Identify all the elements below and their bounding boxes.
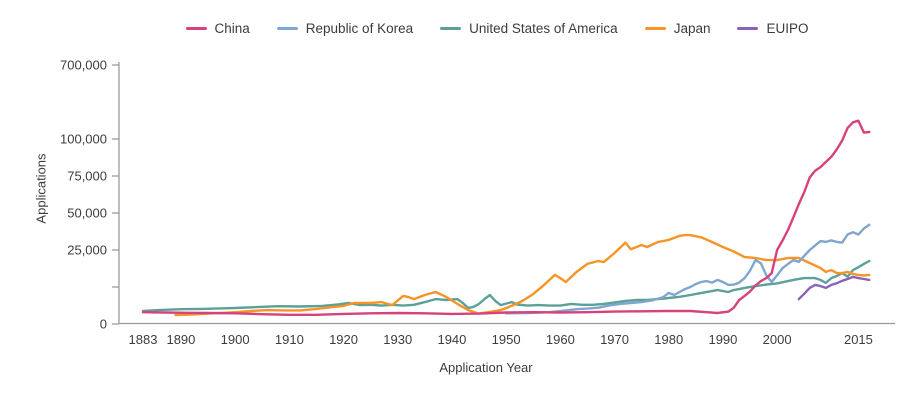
y-tick-label: 100,000 xyxy=(60,132,107,147)
y-axis-title: Applications xyxy=(33,153,49,224)
legend-line-swatch-icon xyxy=(737,27,759,30)
x-tick-label: 2000 xyxy=(763,332,792,347)
legend-item-republic-of-korea[interactable]: Republic of Korea xyxy=(276,21,414,36)
legend-line-swatch-icon xyxy=(185,27,207,30)
series-line-united-states-of-america xyxy=(141,259,871,313)
legend-label: United States of America xyxy=(469,21,618,36)
x-axis-title: Application Year xyxy=(439,360,533,375)
legend-line-swatch-icon xyxy=(276,27,298,30)
x-tick-label: 1950 xyxy=(492,332,521,347)
legend-label: Republic of Korea xyxy=(305,21,414,36)
series-line-euipo xyxy=(797,275,871,301)
x-tick-label: 1980 xyxy=(654,332,683,347)
legend-item-euipo[interactable]: EUIPO xyxy=(737,21,809,36)
x-tick-label: 1960 xyxy=(546,332,575,347)
y-tick-label: 25,000 xyxy=(67,243,107,258)
legend-line-swatch-icon xyxy=(440,27,462,30)
legend-label: China xyxy=(214,21,250,36)
x-tick-label: 1940 xyxy=(437,332,466,347)
y-tick-label: 50,000 xyxy=(67,206,107,221)
legend-item-united-states-of-america[interactable]: United States of America xyxy=(440,21,618,36)
legend-item-japan[interactable]: Japan xyxy=(644,21,711,36)
x-tick-label: 1900 xyxy=(221,332,250,347)
y-tick-label: 0 xyxy=(100,317,107,332)
x-tick-label: 1990 xyxy=(708,332,737,347)
series-line-china xyxy=(141,119,871,316)
legend-label: EUIPO xyxy=(766,21,809,36)
y-tick-label: 75,000 xyxy=(67,169,107,184)
legend-line-swatch-icon xyxy=(644,27,666,30)
legend-item-china[interactable]: China xyxy=(185,21,250,36)
x-tick-label: 1970 xyxy=(600,332,629,347)
x-tick-label: 1920 xyxy=(329,332,358,347)
x-tick-label: 1910 xyxy=(275,332,304,347)
x-tick-label: 1883 xyxy=(129,332,158,347)
legend-label: Japan xyxy=(673,21,711,36)
legend: China Republic of Korea United States of A… xyxy=(94,21,900,36)
series-line-republic-of-korea xyxy=(504,223,871,315)
x-tick-label: 1930 xyxy=(383,332,412,347)
series-line-japan xyxy=(174,233,871,317)
y-tick-label: 700,000 xyxy=(60,58,107,73)
x-tick-label: 2015 xyxy=(844,332,873,347)
x-tick-label: 1890 xyxy=(166,332,195,347)
